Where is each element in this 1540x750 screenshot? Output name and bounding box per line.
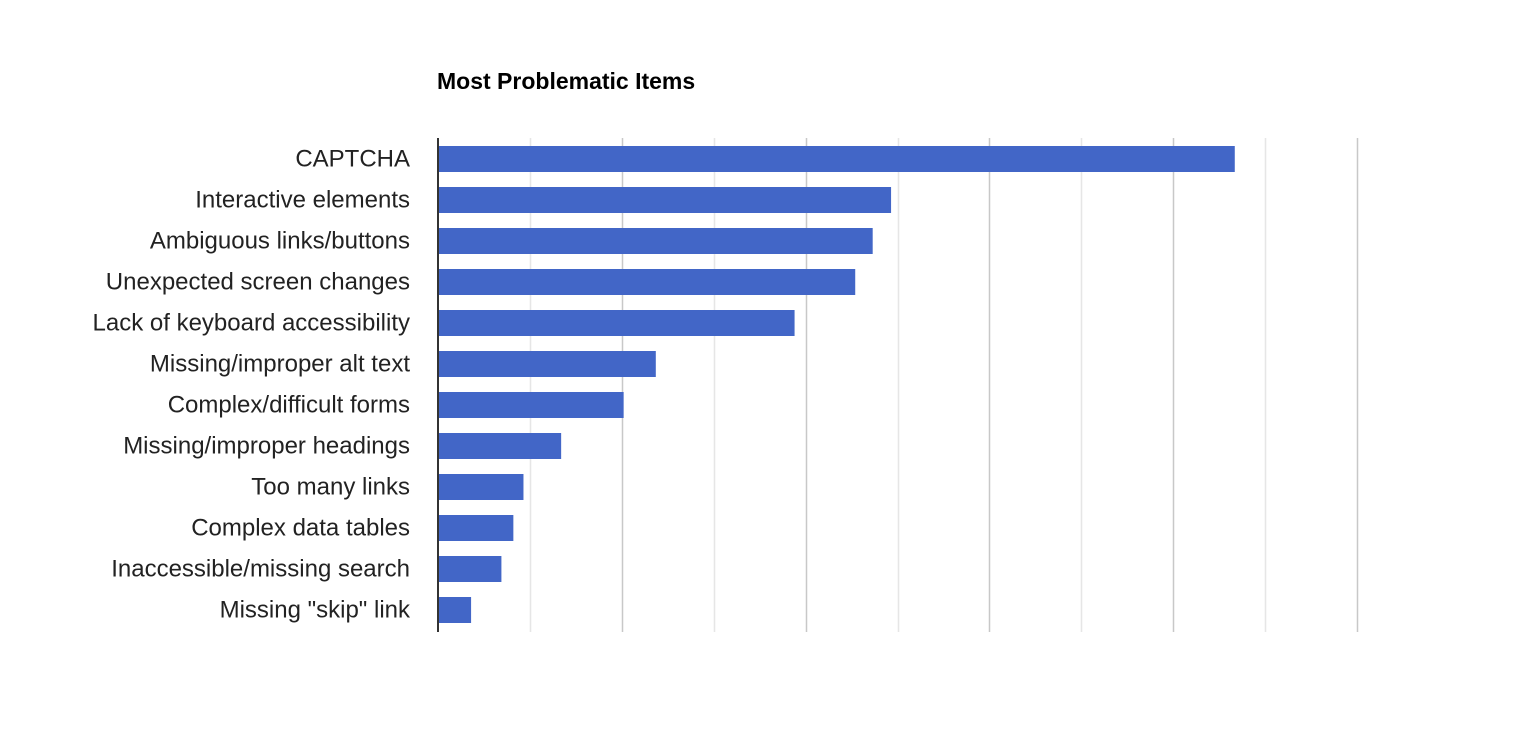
category-label: Unexpected screen changes bbox=[106, 269, 410, 296]
bar bbox=[438, 228, 873, 254]
bar bbox=[438, 392, 624, 418]
bar bbox=[438, 146, 1235, 172]
bar bbox=[438, 310, 795, 336]
bar bbox=[438, 597, 472, 623]
category-label: Interactive elements bbox=[195, 187, 410, 214]
bar bbox=[438, 351, 656, 377]
bar bbox=[438, 515, 514, 541]
bar bbox=[438, 187, 892, 213]
category-label: Missing "skip" link bbox=[220, 597, 411, 624]
bar bbox=[438, 556, 502, 582]
bar bbox=[438, 474, 524, 500]
category-label: Complex data tables bbox=[191, 515, 410, 542]
category-label: Ambiguous links/buttons bbox=[150, 228, 410, 255]
bars bbox=[438, 146, 1235, 623]
bar bbox=[438, 433, 562, 459]
bar bbox=[438, 269, 856, 295]
category-label: Missing/improper headings bbox=[123, 433, 410, 460]
category-label: Too many links bbox=[251, 474, 410, 501]
category-labels: CAPTCHA Interactive elements Ambiguous lin… bbox=[93, 146, 411, 624]
category-label: Missing/improper alt text bbox=[150, 351, 410, 378]
category-label: Complex/difficult forms bbox=[168, 392, 410, 419]
chart-title: Most Problematic Items bbox=[437, 68, 696, 94]
category-label: Lack of keyboard accessibility bbox=[93, 310, 410, 337]
category-label: CAPTCHA bbox=[295, 146, 410, 173]
category-label: Inaccessible/missing search bbox=[111, 556, 410, 583]
gridlines bbox=[529, 138, 1359, 632]
